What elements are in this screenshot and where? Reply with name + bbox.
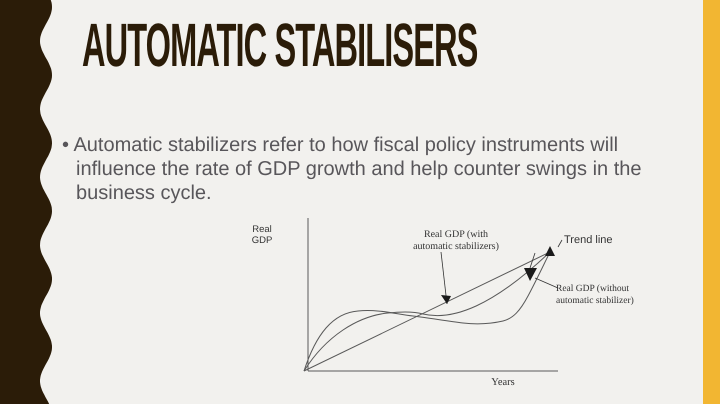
- svg-text:automatic stabilizers): automatic stabilizers): [413, 241, 499, 252]
- svg-text:Real: Real: [252, 224, 272, 235]
- svg-text:Years: Years: [491, 377, 514, 388]
- svg-text:automatic stabilizer): automatic stabilizer): [556, 296, 634, 306]
- svg-text:Trend line: Trend line: [564, 234, 613, 246]
- svg-text:Real GDP (with: Real GDP (with: [424, 229, 488, 240]
- svg-text:GDP: GDP: [252, 235, 273, 246]
- svg-text:Real GDP (without: Real GDP (without: [556, 284, 629, 294]
